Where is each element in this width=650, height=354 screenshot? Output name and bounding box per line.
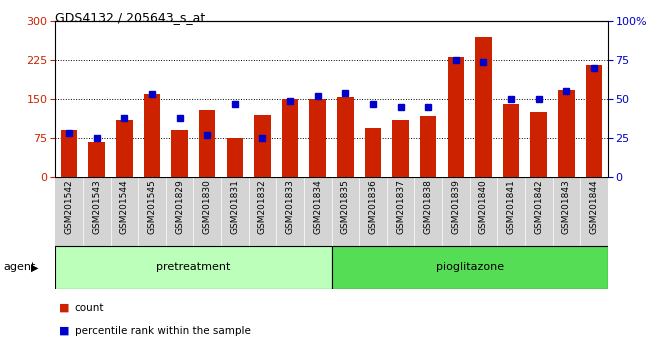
Text: GSM201840: GSM201840 [479,179,488,234]
Text: pioglitazone: pioglitazone [436,262,504,272]
Text: GSM201834: GSM201834 [313,179,322,234]
Bar [392,120,409,177]
Text: ■: ■ [58,326,69,336]
Text: GSM201831: GSM201831 [230,179,239,234]
Text: GDS4132 / 205643_s_at: GDS4132 / 205643_s_at [55,11,205,24]
Text: GSM201844: GSM201844 [590,179,599,234]
Text: percentile rank within the sample: percentile rank within the sample [75,326,251,336]
Bar [199,109,216,177]
Bar [337,97,354,177]
Text: GSM201837: GSM201837 [396,179,405,234]
Text: GSM201841: GSM201841 [506,179,515,234]
Bar [558,90,575,177]
Text: ▶: ▶ [31,262,39,272]
Text: GSM201843: GSM201843 [562,179,571,234]
Text: GSM201545: GSM201545 [148,179,157,234]
Text: agent: agent [3,262,36,272]
FancyBboxPatch shape [55,246,332,289]
Text: GSM201833: GSM201833 [285,179,294,234]
Text: GSM201542: GSM201542 [64,179,73,234]
Bar [61,130,77,177]
Text: pretreatment: pretreatment [156,262,231,272]
Bar [586,65,602,177]
Bar [309,99,326,177]
Bar [475,37,491,177]
Bar [144,94,161,177]
Text: ■: ■ [58,303,69,313]
Text: GSM201832: GSM201832 [258,179,267,234]
Bar [172,130,188,177]
Bar [447,57,464,177]
Text: GSM201830: GSM201830 [203,179,212,234]
Bar [281,99,298,177]
Text: GSM201839: GSM201839 [451,179,460,234]
Bar [503,104,519,177]
Bar [365,128,381,177]
Bar [116,120,133,177]
Text: GSM201836: GSM201836 [369,179,378,234]
FancyBboxPatch shape [332,246,608,289]
Bar [227,138,243,177]
Text: count: count [75,303,104,313]
Text: GSM201835: GSM201835 [341,179,350,234]
Text: GSM201829: GSM201829 [175,179,184,234]
Bar [420,116,437,177]
Text: GSM201544: GSM201544 [120,179,129,234]
Bar [530,112,547,177]
Text: GSM201543: GSM201543 [92,179,101,234]
Bar [254,115,271,177]
Bar [88,142,105,177]
Text: GSM201838: GSM201838 [424,179,433,234]
Text: GSM201842: GSM201842 [534,179,543,234]
